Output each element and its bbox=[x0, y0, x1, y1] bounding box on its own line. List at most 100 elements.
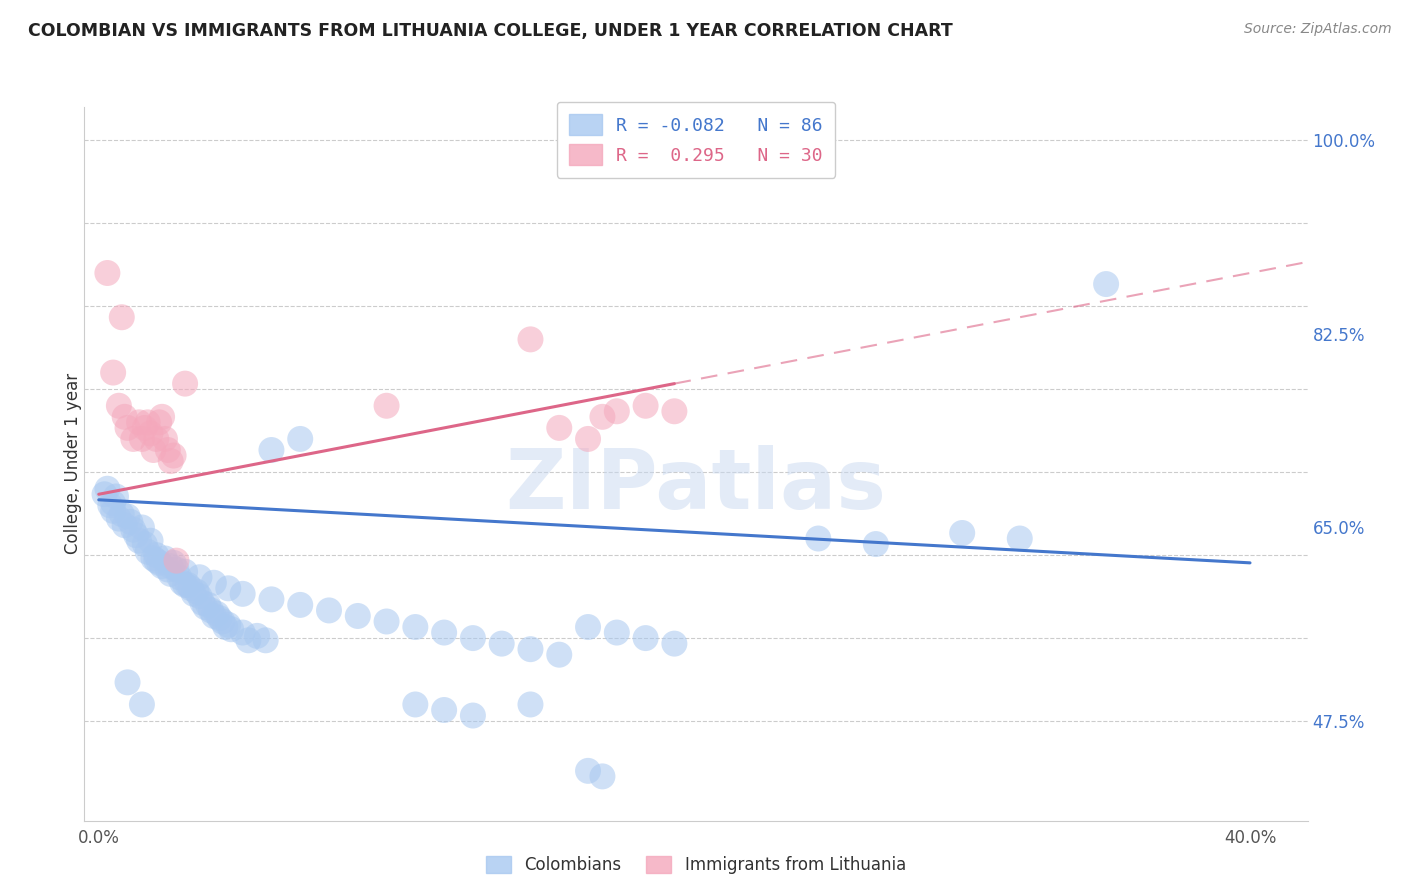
Point bbox=[664, 637, 686, 651]
Point bbox=[114, 518, 136, 533]
Point bbox=[142, 442, 165, 457]
Point bbox=[260, 592, 283, 607]
Point bbox=[318, 603, 340, 617]
Point bbox=[108, 399, 131, 413]
Point bbox=[145, 548, 167, 562]
Point bbox=[433, 703, 456, 717]
Point bbox=[139, 426, 162, 441]
Point bbox=[134, 537, 156, 551]
Point bbox=[591, 409, 613, 424]
Point bbox=[606, 625, 628, 640]
Point bbox=[174, 376, 197, 391]
Point bbox=[188, 589, 211, 603]
Point bbox=[139, 533, 162, 548]
Text: COLOMBIAN VS IMMIGRANTS FROM LITHUANIA COLLEGE, UNDER 1 YEAR CORRELATION CHART: COLOMBIAN VS IMMIGRANTS FROM LITHUANIA C… bbox=[28, 22, 953, 40]
Point bbox=[131, 520, 153, 534]
Point bbox=[131, 698, 153, 712]
Point bbox=[111, 310, 134, 325]
Point bbox=[217, 617, 239, 632]
Point bbox=[461, 708, 484, 723]
Point bbox=[128, 415, 150, 429]
Point bbox=[232, 625, 254, 640]
Text: Source: ZipAtlas.com: Source: ZipAtlas.com bbox=[1244, 22, 1392, 37]
Point bbox=[807, 532, 830, 546]
Point bbox=[254, 633, 277, 648]
Point bbox=[519, 642, 541, 657]
Point bbox=[96, 266, 118, 280]
Point bbox=[461, 631, 484, 645]
Point bbox=[211, 615, 233, 629]
Point bbox=[246, 629, 269, 643]
Point bbox=[162, 449, 184, 463]
Point bbox=[101, 496, 124, 510]
Point bbox=[214, 620, 236, 634]
Point bbox=[122, 432, 145, 446]
Point bbox=[122, 523, 145, 537]
Y-axis label: College, Under 1 year: College, Under 1 year bbox=[65, 373, 82, 555]
Point bbox=[591, 769, 613, 783]
Point bbox=[145, 432, 167, 446]
Legend: Colombians, Immigrants from Lithuania: Colombians, Immigrants from Lithuania bbox=[477, 846, 915, 884]
Point bbox=[145, 554, 167, 568]
Point bbox=[950, 526, 973, 541]
Point bbox=[101, 366, 124, 380]
Point bbox=[117, 509, 139, 524]
Point bbox=[202, 575, 225, 590]
Point bbox=[166, 554, 188, 568]
Point bbox=[153, 551, 176, 566]
Point bbox=[194, 600, 217, 615]
Point bbox=[290, 598, 312, 612]
Point bbox=[404, 620, 426, 634]
Point bbox=[159, 559, 181, 574]
Point bbox=[150, 559, 173, 574]
Point bbox=[433, 625, 456, 640]
Point bbox=[519, 698, 541, 712]
Point bbox=[208, 611, 231, 625]
Point bbox=[576, 432, 599, 446]
Point bbox=[134, 421, 156, 435]
Point bbox=[101, 504, 124, 518]
Point bbox=[114, 409, 136, 424]
Point bbox=[125, 528, 148, 542]
Point bbox=[136, 415, 159, 429]
Point bbox=[111, 507, 134, 521]
Point bbox=[205, 607, 228, 621]
Point bbox=[576, 764, 599, 778]
Point bbox=[346, 609, 368, 624]
Point bbox=[519, 332, 541, 346]
Point bbox=[177, 578, 200, 592]
Point bbox=[128, 533, 150, 548]
Point bbox=[156, 562, 179, 576]
Point bbox=[93, 487, 115, 501]
Point bbox=[166, 562, 188, 576]
Text: ZIPatlas: ZIPatlas bbox=[506, 445, 886, 525]
Point bbox=[142, 551, 165, 566]
Point bbox=[148, 556, 170, 570]
Point bbox=[117, 421, 139, 435]
Point bbox=[1095, 277, 1118, 291]
Point bbox=[491, 637, 513, 651]
Point bbox=[548, 421, 571, 435]
Point bbox=[606, 404, 628, 418]
Point bbox=[238, 633, 260, 648]
Point bbox=[162, 556, 184, 570]
Point bbox=[169, 570, 191, 584]
Point bbox=[232, 587, 254, 601]
Point bbox=[153, 432, 176, 446]
Point bbox=[117, 675, 139, 690]
Point bbox=[375, 615, 398, 629]
Point bbox=[174, 578, 197, 592]
Point bbox=[217, 582, 239, 596]
Point bbox=[183, 587, 205, 601]
Point bbox=[186, 584, 208, 599]
Point bbox=[202, 609, 225, 624]
Point bbox=[219, 622, 242, 636]
Point bbox=[96, 482, 118, 496]
Point bbox=[375, 399, 398, 413]
Point bbox=[159, 454, 181, 468]
Point bbox=[200, 603, 222, 617]
Point bbox=[136, 545, 159, 559]
Point bbox=[1008, 532, 1031, 546]
Point bbox=[159, 566, 181, 581]
Point bbox=[180, 582, 202, 596]
